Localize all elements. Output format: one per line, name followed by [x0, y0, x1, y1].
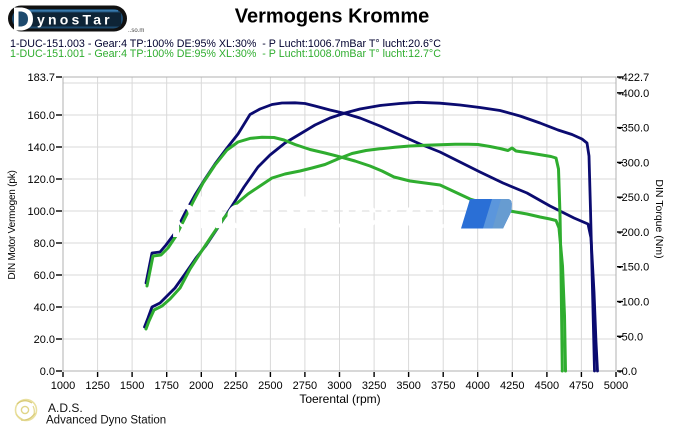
- svg-text:1-DUC-151.001 - Gear:4 TP:100%: 1-DUC-151.001 - Gear:4 TP:100% DE:95% XL…: [10, 48, 441, 60]
- svg-text:40.0: 40.0: [34, 302, 55, 314]
- svg-text:-350.0: -350.0: [618, 123, 649, 135]
- svg-text:0.0: 0.0: [40, 366, 55, 378]
- svg-text:5000: 5000: [604, 380, 628, 392]
- svg-text:-0.0: -0.0: [618, 366, 637, 378]
- svg-text:1250: 1250: [85, 380, 109, 392]
- svg-text:60.0: 60.0: [34, 270, 55, 282]
- svg-text:DIN Torque (Nm): DIN Torque (Nm): [653, 179, 665, 258]
- svg-text:100.0: 100.0: [27, 206, 55, 218]
- svg-text:3000: 3000: [327, 380, 351, 392]
- svg-text:4000: 4000: [465, 380, 489, 392]
- svg-text:DIN Motor Vermogen (pk): DIN Motor Vermogen (pk): [7, 170, 18, 279]
- svg-text:Toerental (rpm): Toerental (rpm): [299, 392, 380, 406]
- svg-text:..so.m: ..so.m: [128, 28, 144, 34]
- svg-text:Advanced Dyno Station: Advanced Dyno Station: [46, 415, 166, 427]
- svg-text:-50.0: -50.0: [618, 331, 643, 343]
- svg-text:1-DUC-151.003 - Gear:4 TP:100%: 1-DUC-151.003 - Gear:4 TP:100% DE:95% XL…: [10, 38, 441, 50]
- svg-text:-400.0: -400.0: [618, 88, 649, 100]
- svg-text:-200.0: -200.0: [618, 227, 649, 239]
- svg-text:4250: 4250: [500, 380, 524, 392]
- svg-text:photobucket: photobucket: [170, 189, 445, 238]
- svg-text:2000: 2000: [189, 380, 213, 392]
- svg-text:-422.7: -422.7: [618, 72, 649, 84]
- svg-text:3750: 3750: [431, 380, 455, 392]
- svg-text:183.7: 183.7: [27, 72, 55, 84]
- svg-text:140.0: 140.0: [27, 142, 55, 154]
- svg-text:ynosTar: ynosTar: [37, 12, 113, 28]
- svg-text:A.D.S.: A.D.S.: [48, 401, 83, 415]
- svg-text:80.0: 80.0: [34, 238, 55, 250]
- svg-text:4750: 4750: [569, 380, 593, 392]
- svg-text:Vermogens Kromme: Vermogens Kromme: [235, 6, 430, 28]
- svg-text:-250.0: -250.0: [618, 192, 649, 204]
- svg-text:20.0: 20.0: [34, 334, 55, 346]
- svg-text:-100.0: -100.0: [618, 297, 649, 309]
- svg-text:3500: 3500: [396, 380, 420, 392]
- svg-text:3250: 3250: [362, 380, 386, 392]
- svg-text:2750: 2750: [293, 380, 317, 392]
- svg-text:1500: 1500: [120, 380, 144, 392]
- svg-text:-300.0: -300.0: [618, 157, 649, 169]
- svg-text:160.0: 160.0: [27, 110, 55, 122]
- svg-text:2250: 2250: [224, 380, 248, 392]
- svg-text:-150.0: -150.0: [618, 262, 649, 274]
- svg-text:1000: 1000: [51, 380, 75, 392]
- svg-text:1750: 1750: [154, 380, 178, 392]
- svg-text:4500: 4500: [535, 380, 559, 392]
- svg-text:2500: 2500: [258, 380, 282, 392]
- svg-text:120.0: 120.0: [27, 174, 55, 186]
